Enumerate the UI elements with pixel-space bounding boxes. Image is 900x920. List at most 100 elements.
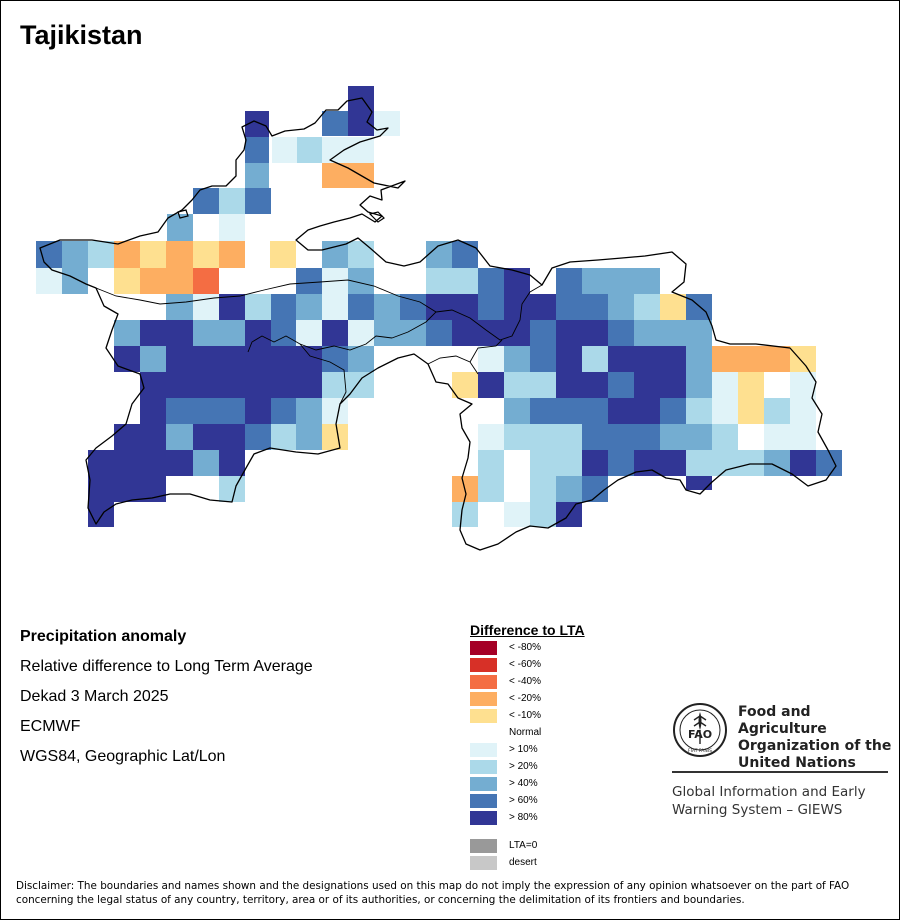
grid-cell [478, 502, 504, 527]
grid-cell [660, 346, 686, 372]
legend-label: Normal [509, 727, 542, 738]
legend-swatch [470, 675, 497, 689]
grid-cell [140, 268, 166, 294]
grid-cell [322, 320, 348, 346]
grid-cell [712, 450, 738, 476]
grid-cell [790, 346, 816, 372]
grid-cell [296, 398, 322, 424]
grid-cell [193, 268, 219, 294]
grid-cell [245, 320, 271, 346]
grid-cell [478, 268, 504, 294]
legend-swatch [470, 692, 497, 706]
grid-cell [634, 268, 660, 294]
grid-cell [62, 241, 88, 268]
grid-cell [452, 372, 478, 398]
grid-cell [556, 320, 582, 346]
grid-cell [140, 241, 166, 268]
grid-cell [296, 424, 322, 450]
legend-label: < -10% [509, 710, 541, 721]
grid-cell [582, 268, 608, 294]
grid-cell [166, 372, 193, 398]
grid-cell [88, 450, 114, 476]
grid-cell [634, 346, 660, 372]
grid-cell [219, 320, 245, 346]
grid-cell [582, 398, 608, 424]
grid-cell [322, 163, 348, 188]
grid-cell [219, 424, 245, 450]
map-info: Precipitation anomaly Relative differenc… [20, 626, 313, 776]
grid-cell [245, 398, 271, 424]
grid-cell [634, 424, 660, 450]
grid-cell [426, 294, 452, 320]
grid-cell [582, 346, 608, 372]
grid-cell [582, 424, 608, 450]
grid-cell [348, 137, 374, 163]
grid-cell [608, 294, 634, 320]
grid-cell [296, 372, 322, 398]
grid-cell [114, 268, 140, 294]
grid-cell [530, 346, 556, 372]
grid-cell [245, 163, 269, 188]
grid-cell [556, 268, 582, 294]
grid-cell [504, 398, 530, 424]
legend-swatch [470, 726, 497, 740]
grid-cell [114, 424, 140, 450]
grid-cell [140, 346, 166, 372]
legend-label: > 10% [509, 744, 538, 755]
grid-cell [36, 241, 62, 268]
legend-label: < -40% [509, 676, 541, 687]
legend-swatch [470, 658, 497, 672]
grid-cell [660, 372, 686, 398]
grid-cell [270, 241, 296, 268]
legend-swatch [470, 811, 497, 825]
grid-cell [686, 476, 712, 490]
grid-cell [322, 346, 348, 372]
map-title: Tajikistan [20, 20, 143, 50]
grid-cell [140, 424, 166, 450]
grid-cell [764, 346, 790, 372]
grid-cell [219, 398, 245, 424]
info-projection: WGS84, Geographic Lat/Lon [20, 748, 226, 765]
grid-cell [530, 424, 556, 450]
grid-cell [296, 346, 322, 372]
grid-cell [764, 398, 790, 424]
grid-cell [504, 450, 530, 476]
grid-cell [140, 398, 166, 424]
grid-cell [712, 372, 738, 398]
grid-cell [478, 450, 504, 476]
grid-cell [166, 346, 193, 372]
grid-cell [245, 137, 269, 163]
grid-cell [374, 294, 400, 320]
grid-cell [686, 346, 712, 372]
grid-cell [478, 294, 504, 320]
grid-cell [245, 294, 271, 320]
grid-cell [712, 398, 738, 424]
legend-label: desert [509, 857, 537, 868]
grid-cell [193, 346, 219, 372]
grid-cell [219, 450, 245, 476]
grid-cell [166, 294, 193, 320]
info-measure: Relative difference to Long Term Average [20, 658, 313, 675]
grid-cell [219, 372, 245, 398]
grid-cell [816, 450, 842, 476]
grid-cell [271, 372, 296, 398]
legend-swatch [470, 709, 497, 723]
grid-cell [166, 424, 193, 450]
grid-cell [426, 268, 452, 294]
grid-cell [530, 450, 556, 476]
grid-cell [686, 320, 712, 346]
legend-label: > 80% [509, 812, 538, 823]
grid-cell [660, 450, 686, 476]
grid-cell [504, 320, 530, 346]
legend-label: > 60% [509, 795, 538, 806]
grid-cell [166, 320, 193, 346]
grid-cell [530, 502, 556, 527]
legend-label: < -80% [509, 642, 541, 653]
grid-cell [245, 188, 271, 214]
grid-cell [556, 346, 582, 372]
grid-cell [738, 398, 764, 424]
legend-label: > 20% [509, 761, 538, 772]
country-outline [39, 97, 837, 551]
grid-cell [504, 424, 530, 450]
grid-cell [530, 372, 556, 398]
